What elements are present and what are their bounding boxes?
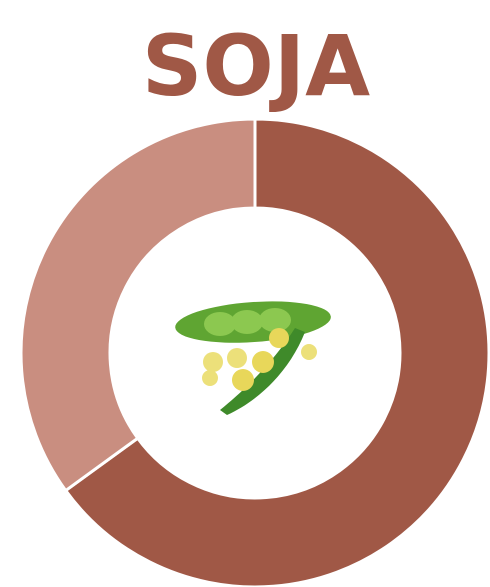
bean — [203, 352, 223, 372]
donut — [19, 117, 490, 587]
pea — [204, 312, 236, 336]
donut-segment — [19, 117, 257, 493]
chart-title: SOJA — [142, 17, 370, 115]
soy-icon — [175, 301, 331, 415]
pea — [231, 310, 263, 334]
bean — [232, 369, 254, 391]
bean — [301, 344, 317, 360]
bean — [252, 351, 274, 373]
pea — [259, 308, 291, 332]
bean — [227, 348, 247, 368]
bean — [269, 328, 289, 348]
bean — [202, 370, 218, 386]
donut-segment — [63, 117, 490, 587]
